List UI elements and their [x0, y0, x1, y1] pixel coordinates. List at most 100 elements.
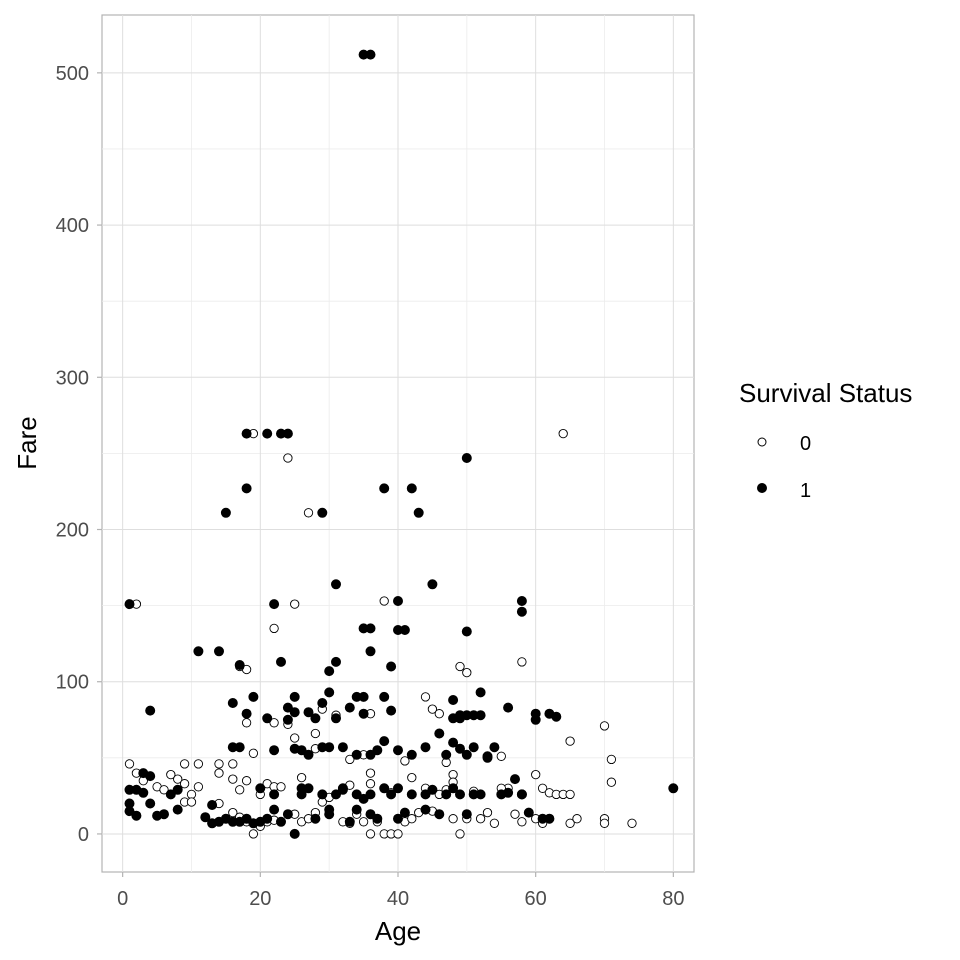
point-survived	[379, 691, 390, 702]
point-survived	[399, 625, 410, 636]
point-survived	[289, 828, 300, 839]
point-survived	[241, 428, 252, 439]
point-not-survived	[455, 829, 465, 839]
data-points	[124, 49, 679, 839]
point-survived	[241, 813, 252, 824]
legend-key-filled	[757, 483, 767, 493]
point-not-survived	[193, 782, 204, 792]
point-survived	[165, 789, 176, 800]
point-survived	[324, 742, 335, 753]
point-survived	[234, 742, 245, 753]
point-survived	[475, 710, 486, 721]
point-not-survived	[159, 785, 169, 795]
point-survived	[365, 623, 376, 634]
point-not-survived	[393, 829, 403, 839]
point-not-survived	[248, 748, 259, 758]
point-survived	[461, 809, 472, 820]
point-not-survived	[166, 769, 176, 780]
point-not-survived	[482, 807, 493, 818]
point-survived	[420, 742, 431, 753]
point-not-survived	[531, 769, 541, 780]
point-not-survived	[517, 817, 527, 827]
point-not-survived	[489, 818, 500, 828]
point-not-survived	[345, 754, 355, 765]
point-not-survived	[296, 772, 307, 783]
point-not-survived	[186, 789, 197, 800]
point-survived	[269, 745, 280, 756]
point-survived	[138, 787, 149, 798]
point-survived	[441, 789, 452, 800]
point-survived	[324, 666, 335, 677]
point-not-survived	[565, 736, 575, 746]
grid-major	[102, 15, 694, 872]
point-survived	[420, 789, 431, 800]
point-not-survived	[179, 759, 190, 769]
point-survived	[544, 813, 555, 824]
x-tick-label: 20	[249, 888, 271, 910]
point-survived	[289, 707, 300, 718]
point-survived	[324, 804, 335, 815]
point-not-survived	[186, 797, 197, 807]
point-survived	[344, 702, 355, 713]
point-survived	[386, 705, 397, 716]
point-survived	[269, 789, 280, 800]
point-survived	[172, 784, 183, 795]
point-survived	[282, 809, 293, 820]
point-survived	[337, 783, 348, 794]
point-not-survived	[228, 759, 238, 769]
point-survived	[379, 783, 390, 794]
legend-key-open	[757, 437, 767, 447]
point-survived	[434, 728, 445, 739]
point-not-survived	[241, 718, 252, 728]
point-not-survived	[565, 818, 575, 828]
point-survived	[275, 816, 286, 827]
point-survived	[337, 742, 348, 753]
point-survived	[289, 691, 300, 702]
point-survived	[282, 714, 293, 725]
point-survived	[386, 789, 397, 800]
point-not-survived	[407, 772, 417, 783]
point-not-survived	[269, 623, 279, 634]
point-not-survived	[400, 756, 410, 766]
x-axis-title: Age	[375, 916, 421, 946]
point-not-survived	[179, 779, 190, 789]
point-survived	[131, 810, 142, 821]
y-axis-title: Fare	[12, 416, 42, 469]
point-not-survived	[407, 814, 417, 824]
point-survived	[406, 749, 417, 760]
point-survived	[489, 742, 500, 753]
x-tick-label: 0	[117, 888, 128, 910]
point-not-survived	[475, 814, 486, 824]
point-survived	[234, 660, 245, 671]
point-survived	[296, 783, 307, 794]
point-not-survived	[448, 769, 458, 780]
point-survived	[145, 705, 156, 716]
point-not-survived	[448, 814, 458, 824]
point-not-survived	[283, 453, 293, 463]
y-tick-label: 300	[56, 367, 89, 389]
point-survived	[158, 809, 169, 820]
point-survived	[358, 793, 369, 804]
point-survived	[241, 708, 252, 719]
point-not-survived	[214, 759, 224, 769]
point-not-survived	[358, 817, 369, 827]
point-survived	[310, 713, 321, 724]
point-survived	[365, 809, 376, 820]
point-survived	[551, 711, 562, 722]
point-not-survived	[434, 709, 444, 719]
point-survived	[269, 804, 280, 815]
point-not-survived	[303, 508, 314, 518]
point-not-survived	[558, 428, 568, 439]
point-survived	[124, 599, 135, 610]
point-survived	[496, 789, 507, 800]
point-survived	[241, 483, 252, 494]
point-not-survived	[517, 657, 527, 667]
point-survived	[303, 749, 314, 760]
point-survived	[379, 483, 390, 494]
point-not-survived	[228, 807, 238, 818]
point-survived	[372, 813, 383, 824]
point-survived	[413, 507, 424, 518]
point-survived	[193, 646, 204, 657]
point-not-survived	[290, 733, 300, 743]
